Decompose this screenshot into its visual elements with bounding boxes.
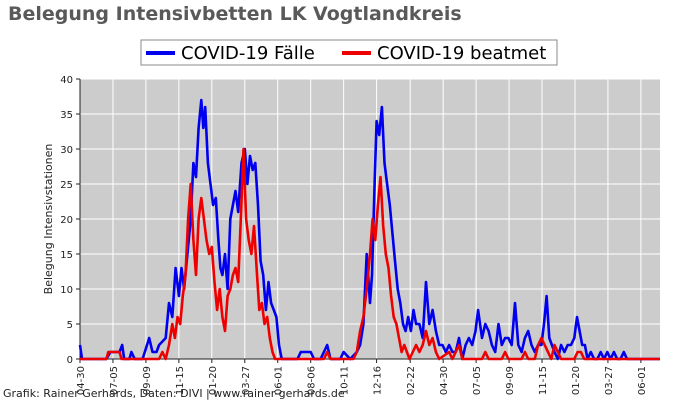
- y-tick-label: 5: [67, 320, 73, 331]
- x-tick-label: 11-15: [538, 366, 549, 395]
- y-tick-label: 40: [60, 75, 73, 86]
- y-tick-label: 20: [60, 215, 73, 226]
- y-tick-label: 30: [60, 145, 73, 156]
- y-axis: 0 5 10 15 20 25 30 35 40: [60, 75, 81, 366]
- x-tick-label: 09-09: [505, 366, 516, 395]
- chart-title: Belegung Intensivbetten LK Vogtlandkreis: [8, 3, 462, 25]
- x-tick-label: 03-27: [241, 366, 252, 395]
- y-tick-label: 15: [60, 250, 73, 261]
- x-tick-label: 01-20: [571, 366, 582, 395]
- y-axis-label: Belegung Intensivstationen: [42, 144, 55, 295]
- y-tick-label: 25: [60, 180, 73, 191]
- y-tick-label: 35: [60, 110, 73, 121]
- x-tick-label: 09-09: [142, 366, 153, 395]
- x-tick-label: 01-20: [208, 366, 219, 395]
- x-tick-label: 07-05: [472, 366, 483, 395]
- x-tick-label: 06-01: [274, 366, 285, 395]
- legend: COVID-19 Fälle COVID-19 beatmet: [140, 39, 558, 66]
- x-tick-label: 06-01: [637, 366, 648, 395]
- x-tick-label: 03-27: [604, 366, 615, 395]
- legend-label-beatmet: COVID-19 beatmet: [377, 43, 546, 64]
- x-tick-label: 04-30: [439, 366, 450, 395]
- credit-text: Grafik: Rainer Gerhards, Daten: DIVI | w…: [3, 387, 345, 400]
- y-tick-label: 10: [60, 285, 73, 296]
- x-tick-label: 12-16: [373, 366, 384, 395]
- legend-label-faelle: COVID-19 Fälle: [181, 43, 315, 64]
- x-tick-label: 10-11: [340, 366, 351, 395]
- x-tick-label: 07-05: [109, 366, 120, 395]
- x-tick-label: 04-30: [76, 366, 87, 395]
- x-tick-label: 08-06: [307, 366, 318, 395]
- x-tick-label: 02-22: [406, 366, 417, 395]
- series-line-covid-faelle: [78, 98, 660, 361]
- y-tick-label: 0: [67, 355, 73, 366]
- x-tick-label: 11-15: [175, 366, 186, 395]
- series-line-covid-beatmet: [80, 147, 660, 361]
- series-layer: [78, 98, 660, 361]
